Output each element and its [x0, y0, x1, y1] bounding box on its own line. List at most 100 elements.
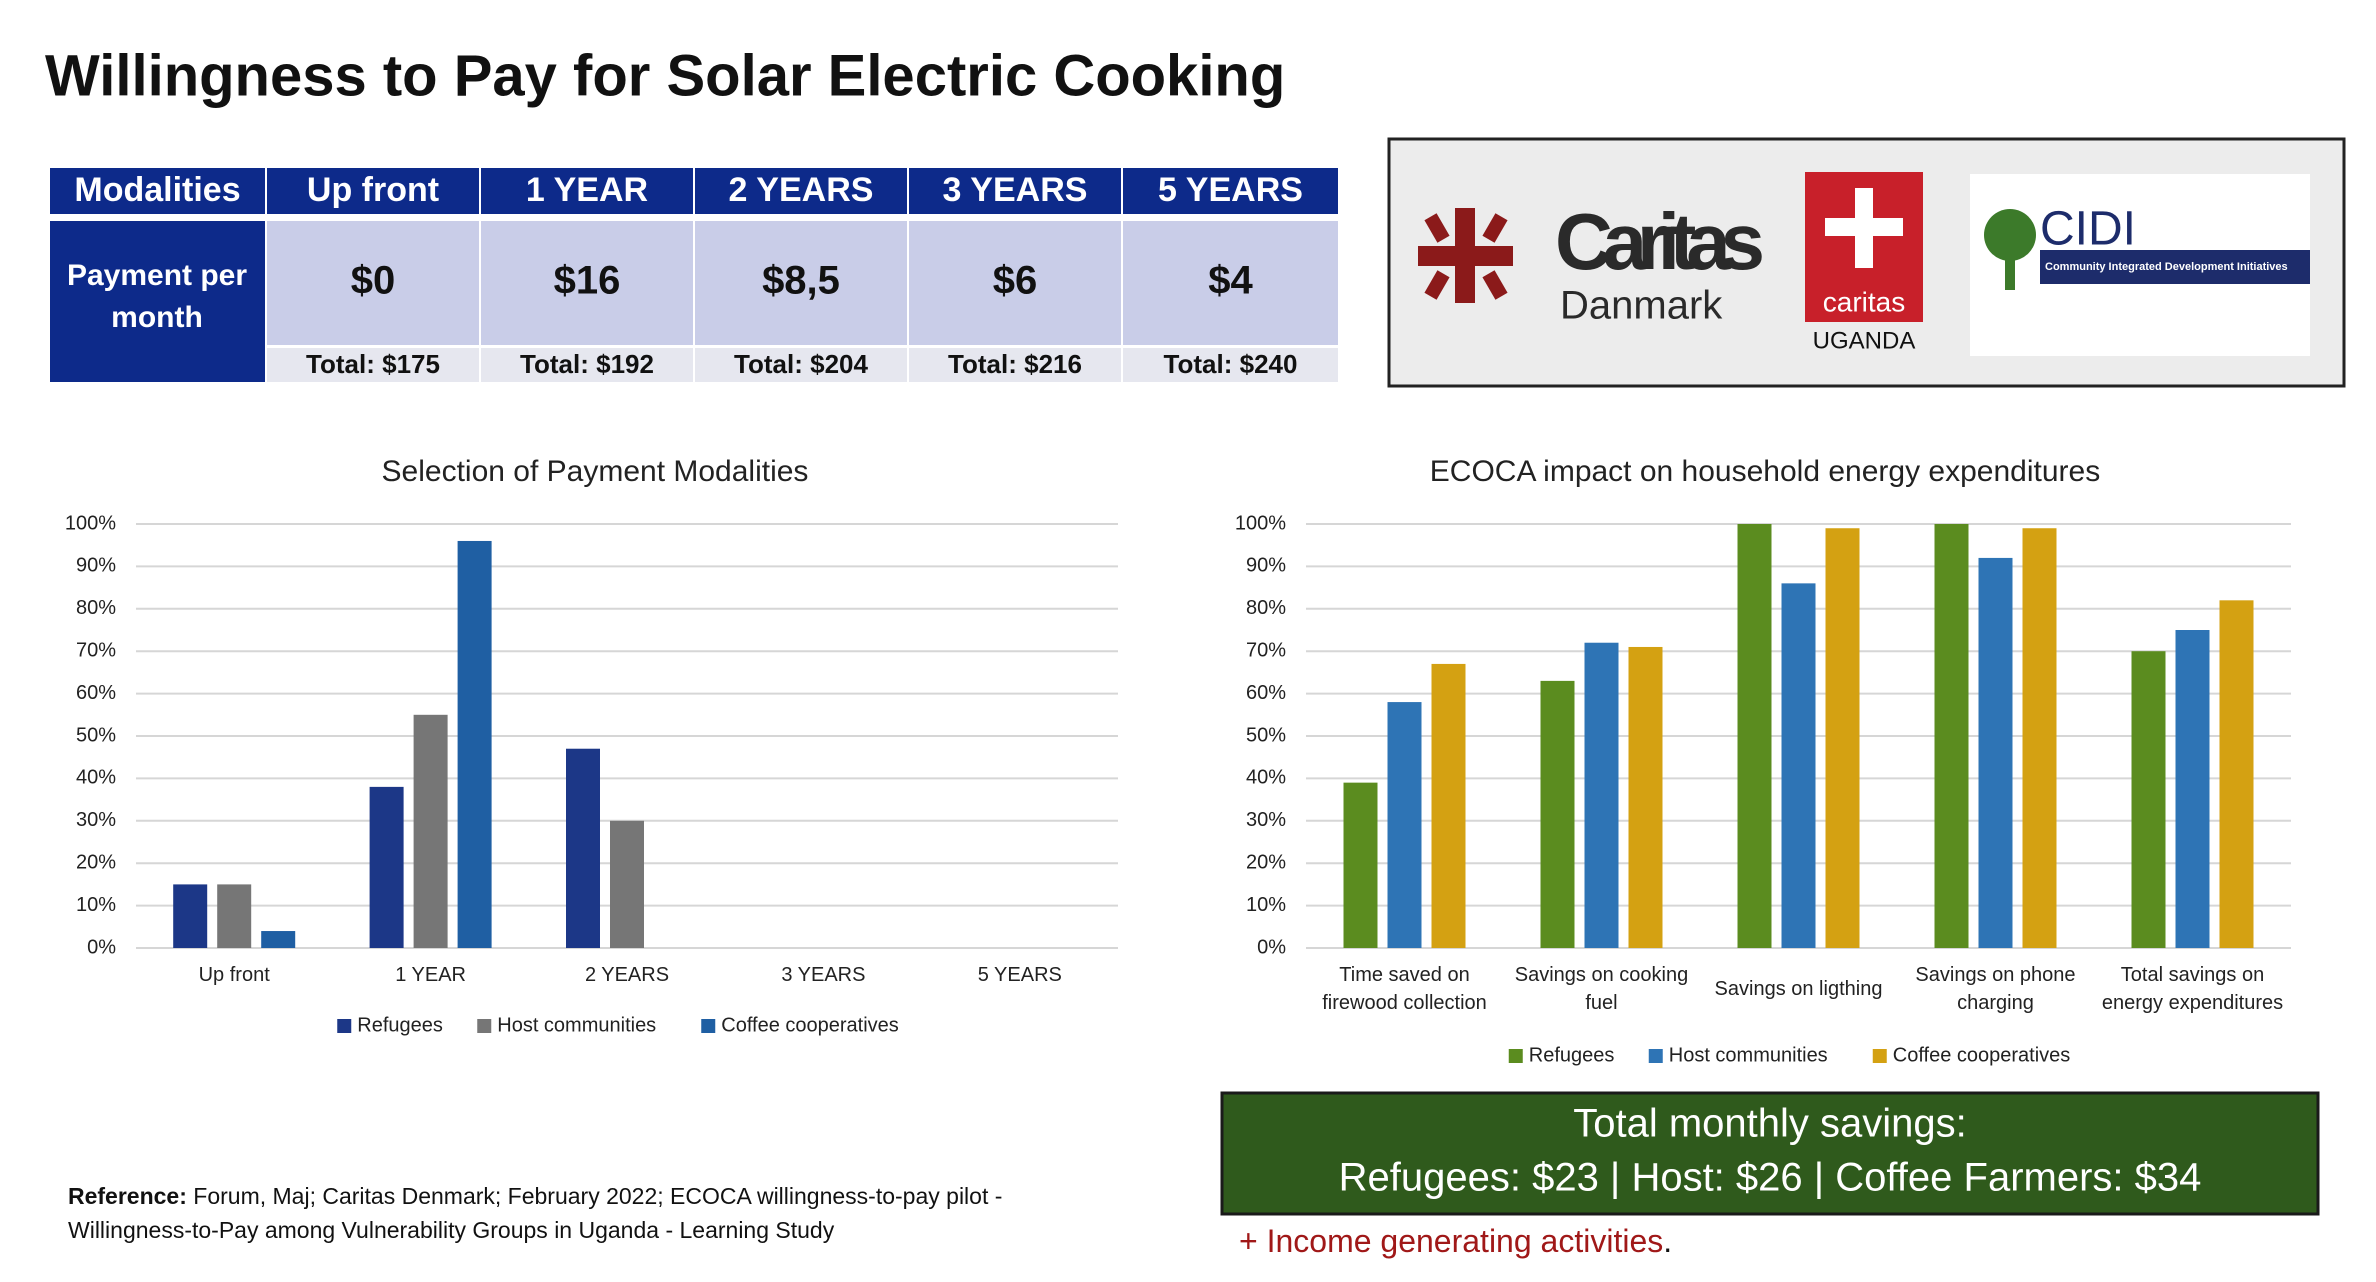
x-tick-label: 2 YEARS [585, 964, 669, 986]
y-tick-label: 60% [76, 682, 116, 704]
table-header: 5 YEARS [1158, 171, 1303, 209]
table-header: 3 YEARS [943, 171, 1088, 209]
table-cell [267, 221, 479, 345]
bar [261, 931, 296, 948]
x-tick-label: Time saved on firewood collection [1322, 964, 1487, 1014]
table-header: 1 YEAR [526, 171, 648, 209]
savings-text: Total monthly savings: [1573, 1102, 1967, 1146]
logo-text: CIDI [2040, 203, 2136, 256]
table-cell [695, 348, 907, 382]
total: Total: $204 [734, 349, 868, 379]
table-row-label-cell [50, 221, 265, 382]
y-tick-label: 0% [1257, 936, 1286, 958]
legend-swatch [1872, 1049, 1887, 1063]
reference-text: Willingness-to-Pay among Vulnerability G… [68, 1217, 835, 1243]
legend-label: Host communities [497, 1014, 656, 1036]
savings-box [1220, 1091, 2320, 1216]
y-tick-label: 50% [76, 724, 116, 746]
bar [1737, 524, 1772, 948]
y-tick-label: 80% [1246, 597, 1286, 619]
payment: $8,5 [762, 259, 840, 303]
legend-swatch [1508, 1049, 1523, 1063]
table-cell [695, 221, 907, 345]
logo-text: Community Integrated Development Initiat… [2045, 261, 2288, 273]
income-note: + Income generating activities. [1239, 1223, 1672, 1259]
table-cell [481, 348, 693, 382]
x-tick-label: Savings on ligthing [1715, 978, 1883, 1000]
y-tick-label: 100% [65, 512, 116, 534]
x-tick-label: Up front [199, 964, 271, 986]
logo-text: Danmark [1560, 284, 1723, 328]
chart-title: ECOCA impact on household energy expendi… [1430, 455, 2100, 488]
y-tick-label: 30% [76, 809, 116, 831]
payment: $4 [1208, 259, 1253, 303]
legend-swatch [337, 1019, 352, 1033]
reference-text: Forum, Maj; Caritas Denmark; February 20… [187, 1183, 1003, 1209]
income-note-text: + Income generating activities [1239, 1223, 1663, 1259]
y-tick-label: 10% [76, 894, 116, 916]
table-header-cell [50, 168, 265, 214]
logo-panel: Caritas Danmark caritas UGANDA CIDI Comm… [1387, 137, 2346, 388]
reference: Reference: Forum, Maj; Caritas Denmark; … [68, 1183, 1002, 1209]
x-tick-label: 5 YEARS [978, 964, 1062, 986]
bar [2175, 630, 2210, 948]
bar [1343, 782, 1378, 948]
table-row-label: Payment per month [67, 259, 247, 334]
y-tick-label: 30% [1246, 809, 1286, 831]
table-header-cell [481, 168, 693, 214]
table-header: 2 YEARS [729, 171, 874, 209]
total: Total: $192 [520, 349, 654, 379]
table-cell [481, 221, 693, 345]
cidi-tree [1984, 209, 2036, 261]
bar [173, 884, 208, 948]
table-header: Up front [307, 171, 439, 209]
caritas-ug-cross [1825, 218, 1903, 236]
table-header-cell [695, 168, 907, 214]
bar [610, 820, 644, 948]
y-tick-label: 50% [1246, 724, 1286, 746]
bar [1628, 646, 1663, 948]
total: Total: $240 [1164, 349, 1298, 379]
table-header-cell [1123, 168, 1338, 214]
page-title: Willingness to Pay for Solar Electric Co… [45, 43, 1285, 108]
y-tick-label: 70% [76, 639, 116, 661]
x-tick-label: Total savings on energy expenditures [2102, 964, 2283, 1014]
y-tick-label: 80% [76, 597, 116, 619]
payment: $16 [554, 259, 621, 303]
y-tick-label: 0% [87, 936, 116, 958]
bar [2022, 528, 2057, 948]
caritas-dk-emblem [1418, 208, 1513, 303]
payment-table: Modalities Up front 1 YEAR 2 YEARS 3 YEARS 5 … [50, 168, 1338, 382]
table-cell [909, 221, 1121, 345]
y-tick-label: 90% [76, 555, 116, 577]
table-header-cell [909, 168, 1121, 214]
y-tick-label: 60% [1246, 682, 1286, 704]
bar [2219, 600, 2254, 948]
legend-label: Host communities [1669, 1044, 1828, 1066]
bar [369, 786, 404, 948]
legend-label: Coffee cooperatives [1893, 1044, 2071, 1066]
y-tick-label: 100% [1235, 512, 1286, 534]
bar [1431, 663, 1466, 948]
cidi-tree [2005, 250, 2015, 290]
table-cell [909, 348, 1121, 382]
x-tick-label: Savings on cooking fuel [1515, 964, 1688, 1014]
bar [1934, 524, 1969, 948]
y-tick-label: 20% [76, 851, 116, 873]
table-cell [267, 348, 479, 382]
logo-text: UGANDA [1813, 327, 1916, 354]
bar [2131, 651, 2166, 948]
bar [1584, 642, 1619, 948]
table-cell [1123, 348, 1338, 382]
bar [1387, 702, 1422, 948]
table-cell [1123, 221, 1338, 345]
legend-swatch [1648, 1049, 1663, 1063]
bar [217, 884, 252, 948]
table-header-cell [267, 168, 479, 214]
y-tick-label: 90% [1246, 555, 1286, 577]
reference-label: Reference: [68, 1183, 187, 1209]
income-note-end: . [1663, 1223, 1672, 1259]
chart-title: Selection of Payment Modalities [382, 455, 809, 488]
legend-swatch [477, 1019, 492, 1033]
